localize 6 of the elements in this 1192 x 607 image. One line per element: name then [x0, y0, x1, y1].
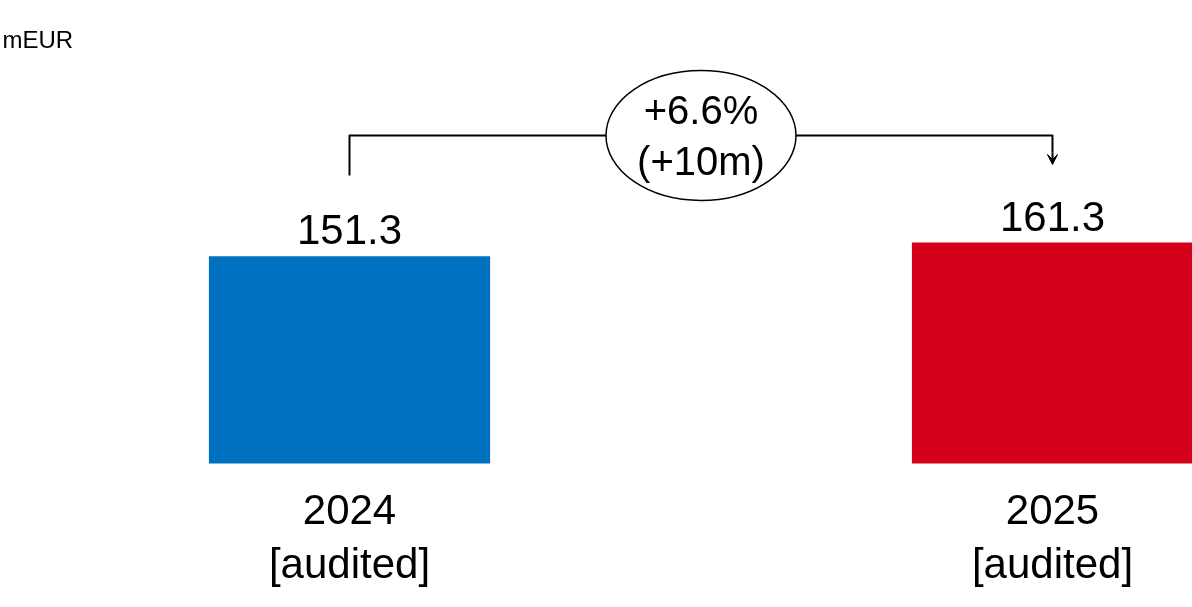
text: mEUR [2, 25, 74, 53]
x-tick-label: 2025 [audited] [971, 485, 1134, 587]
text: +6.6% (+10m) [637, 88, 765, 183]
data-label: 151.3 [296, 206, 403, 254]
data-label: 161.3 [999, 192, 1106, 240]
x-tick-label: 2024 [audited] [268, 485, 431, 587]
